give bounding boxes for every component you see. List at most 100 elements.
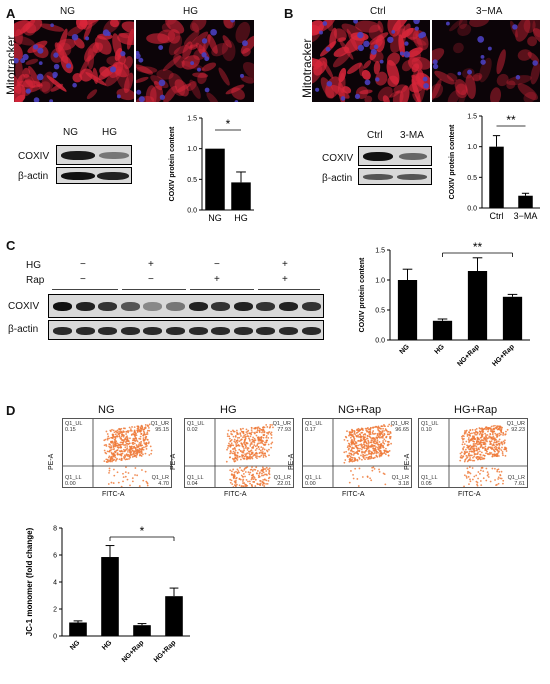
chart-d: JC-1 monomer (fold change) 0 2 4 6 8 NG HG NG+Ra… — [25, 524, 190, 664]
micro-label-hg: HG — [183, 6, 198, 17]
bar-ng — [205, 148, 225, 210]
bar-ng-rap — [467, 271, 488, 340]
x-tick-label: HG — [101, 639, 114, 652]
flow-y-label: PE-A — [170, 453, 177, 470]
y-tick-label: 4 — [53, 580, 57, 587]
flow-plot: Q1_UL 0.15 Q1_UR 95.15 Q1_LL 0.00 Q1_LR 4.70 — [62, 418, 172, 488]
quadrant-label: Q1_LL 0.05 — [421, 475, 438, 487]
flow-plot-title: HG+Rap — [454, 404, 498, 416]
lane-group-underline — [52, 289, 118, 290]
x-tick-label: NG — [208, 213, 222, 223]
significance-label: * — [226, 117, 231, 131]
lane-group-underline — [258, 289, 320, 290]
quadrant-label: Q1_UR 96.65 — [390, 421, 409, 433]
chart-c: COXIV protein content 0.0 0.5 1.0 1.5 NG HG NG+… — [359, 240, 530, 368]
micro-label-ctrl: Ctrl — [370, 6, 386, 17]
flow-plot-title: NG — [98, 404, 115, 416]
bar-ng-rap — [133, 625, 151, 636]
bar-hg — [231, 182, 251, 210]
quadrant-label: Q1_UL 0.17 — [305, 421, 323, 433]
treatment-row-hg: HG — [26, 260, 41, 271]
x-tick-label: Ctrl — [490, 211, 504, 221]
chart-b: COXIV protein content 0.0 0.5 1.0 1.5 Ctrl 3−M… — [449, 113, 540, 221]
y-tick-label: 0.5 — [375, 308, 385, 315]
micro-label-3ma: 3−MA — [476, 6, 503, 17]
blot-c-bactin — [48, 320, 324, 340]
quadrant-label: Q1_LR 22.01 — [273, 475, 291, 487]
significance-label: ** — [506, 113, 516, 127]
flow-plot: Q1_UL 0.02 Q1_UR 77.93 Q1_LL 0.04 Q1_LR 22.01 — [184, 418, 294, 488]
y-axis-label: COXIV protein content — [359, 257, 366, 332]
y-tick-label: 1.0 — [187, 146, 197, 153]
treatment-sign: + — [282, 274, 288, 285]
flow-plot: Q1_UL 0.10 Q1_UR 92.23 Q1_LL 0.05 Q1_LR 7.61 — [418, 418, 528, 488]
blot-row-coxiv-a: COXIV — [18, 151, 50, 162]
y-tick-label: 6 — [53, 553, 57, 560]
bar-hg-rap — [165, 596, 183, 636]
y-tick-label: 1.5 — [467, 114, 477, 121]
bar-ctrl — [489, 146, 504, 208]
y-tick-label: 1.0 — [467, 144, 477, 151]
bar-3-ma — [518, 195, 533, 208]
quadrant-label: Q1_UL 0.15 — [65, 421, 83, 433]
panel-letter-b: B — [284, 6, 294, 21]
treatment-sign: − — [80, 274, 86, 285]
bar-ng — [69, 622, 87, 636]
blot-row-bactin-c: β-actin — [8, 324, 39, 335]
panel-letter-d: D — [6, 403, 16, 418]
lane-group-underline — [190, 289, 254, 290]
treatment-sign: + — [282, 259, 288, 270]
y-tick-label: 1.0 — [375, 278, 385, 285]
y-axis-label: JC-1 monomer (fold change) — [25, 527, 34, 636]
treatment-sign: − — [80, 259, 86, 270]
chart-a: COXIV protein content 0.0 0.5 1.0 1.5 NG HG * — [169, 116, 254, 223]
quadrant-label: Q1_LR 7.61 — [507, 475, 525, 487]
micrograph-a-ng — [14, 20, 134, 102]
x-tick-label: NG+Rap — [121, 639, 146, 664]
treatment-row-rap: Rap — [26, 275, 45, 286]
x-tick-label: NG+Rap — [456, 343, 481, 368]
blot-lane-hg: HG — [102, 127, 117, 138]
micrograph-a-hg — [136, 20, 254, 102]
y-tick-label: 1.5 — [375, 248, 385, 255]
treatment-sign: + — [214, 274, 220, 285]
blot-row-bactin-a: β-actin — [18, 171, 49, 182]
flow-x-label: FITC-A — [342, 491, 365, 498]
flow-y-label: PE-A — [288, 453, 295, 470]
y-tick-label: 1.5 — [187, 116, 197, 123]
quadrant-label: Q1_LL 0.00 — [65, 475, 82, 487]
bar-hg — [432, 320, 453, 340]
blot-a-coxiv — [56, 145, 132, 165]
x-tick-label: NG — [69, 639, 82, 652]
quadrant-label: Q1_LL 0.00 — [305, 475, 322, 487]
quadrant-label: Q1_LL 0.04 — [187, 475, 204, 487]
blot-c-coxiv — [48, 294, 324, 318]
flow-x-label: FITC-A — [458, 491, 481, 498]
x-tick-label: HG — [234, 213, 248, 223]
y-tick-label: 0.0 — [467, 206, 477, 213]
micro-label-ng: NG — [60, 6, 75, 17]
significance-label: * — [140, 524, 145, 538]
flow-plot: Q1_UL 0.17 Q1_UR 96.65 Q1_LL 0.00 Q1_LR 3.18 — [302, 418, 412, 488]
x-tick-label: HG — [434, 343, 447, 356]
blot-row-bactin-b: β-actin — [322, 173, 353, 184]
quadrant-label: Q1_UL 0.02 — [187, 421, 205, 433]
y-axis-label: COXIV protein content — [169, 126, 176, 201]
blot-lane-ng: NG — [63, 127, 78, 138]
bar-ng — [397, 280, 418, 340]
significance-label: ** — [473, 240, 483, 254]
blot-b-bactin — [358, 168, 432, 185]
blot-b-coxiv — [358, 146, 432, 166]
y-tick-label: 0 — [53, 634, 57, 641]
x-tick-label: HG+Rap — [491, 343, 516, 368]
panel-letter-c: C — [6, 238, 16, 253]
treatment-sign: − — [214, 259, 220, 270]
x-tick-label: NG — [399, 343, 412, 356]
flow-x-label: FITC-A — [224, 491, 247, 498]
quadrant-label: Q1_UR 95.15 — [150, 421, 169, 433]
bar-hg-rap — [502, 296, 523, 340]
quadrant-label: Q1_UL 0.10 — [421, 421, 439, 433]
bar-hg — [101, 557, 119, 636]
blot-row-coxiv-c: COXIV — [8, 301, 40, 312]
lane-group-underline — [122, 289, 186, 290]
